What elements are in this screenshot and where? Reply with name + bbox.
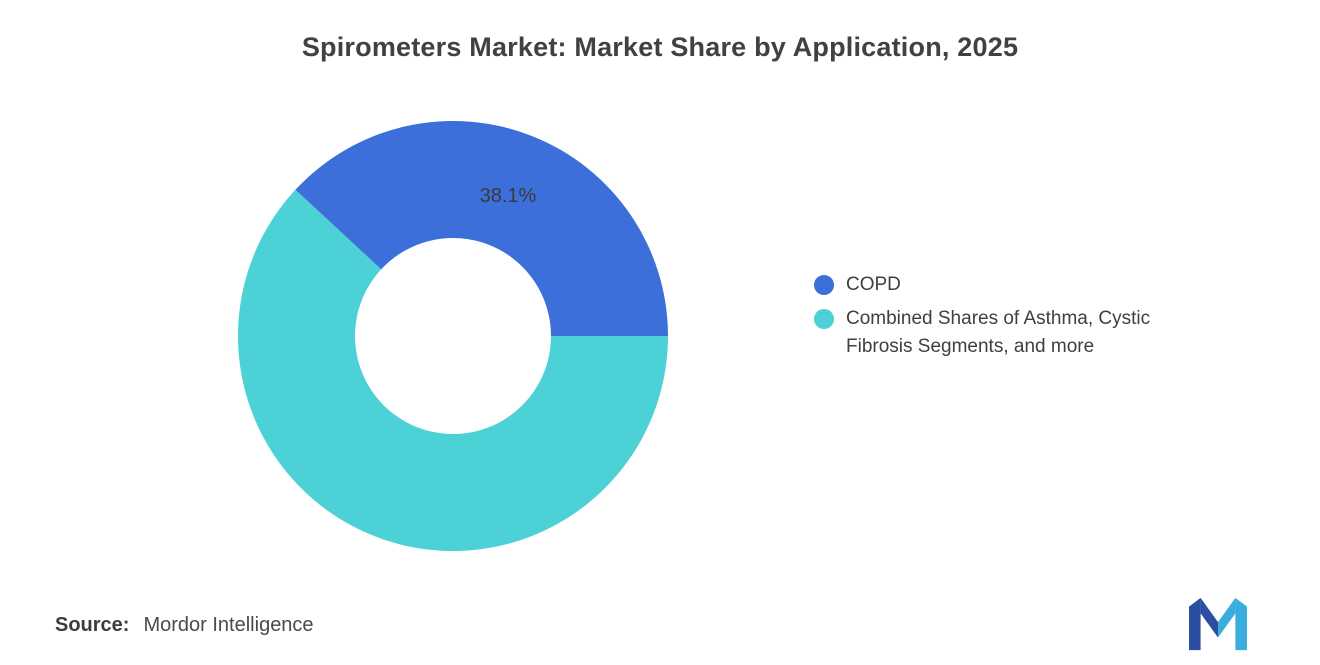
- logo-left-diagonal: [1200, 597, 1218, 638]
- source-label: Source:: [55, 614, 130, 636]
- legend-label: Combined Shares of Asthma, Cystic Fibros…: [846, 308, 1151, 357]
- source-value: Mordor Intelligence: [143, 614, 314, 636]
- mordor-intelligence-logo: [1189, 597, 1247, 651]
- legend-swatch-icon: [814, 309, 834, 329]
- donut-segment-0: [295, 120, 668, 336]
- slice-value-label: 38.1%: [480, 185, 537, 207]
- legend-label: COPD: [846, 274, 901, 295]
- logo-left-bar: [1189, 597, 1201, 651]
- donut-chart: 38.1%: [237, 120, 668, 551]
- legend-item-0: COPD: [814, 271, 1214, 299]
- logo-right-diagonal: [1218, 597, 1236, 638]
- source-row: Source: Mordor Intelligence: [55, 614, 314, 637]
- legend: COPD Combined Shares of Asthma, Cystic Fi…: [814, 271, 1214, 367]
- donut-chart-area: 38.1%: [228, 111, 678, 561]
- page-title: Spirometers Market: Market Share by Appl…: [301, 32, 1019, 62]
- legend-swatch-icon: [814, 275, 834, 295]
- legend-item-1: Combined Shares of Asthma, Cystic Fibros…: [814, 305, 1214, 361]
- donut-segment-1: [237, 189, 668, 551]
- logo-right-bar: [1235, 597, 1247, 651]
